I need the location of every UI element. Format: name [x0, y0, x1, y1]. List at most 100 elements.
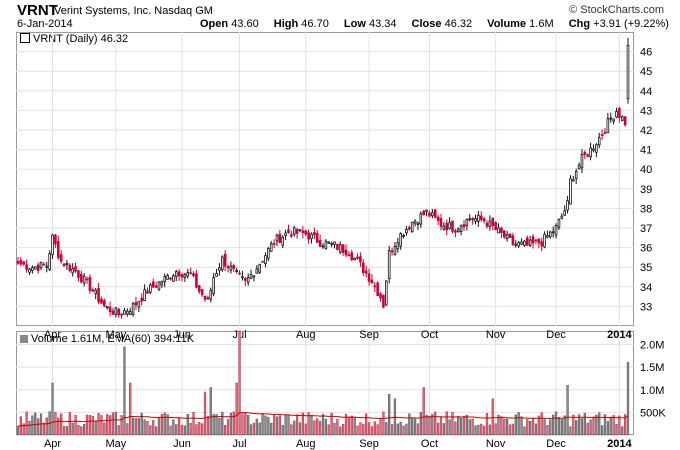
price-candle — [543, 233, 546, 248]
volume-bar — [598, 412, 601, 436]
price-candle — [364, 270, 368, 274]
price-candle — [183, 273, 187, 278]
volume-bar — [163, 412, 166, 436]
price-candle — [606, 118, 610, 134]
price-candle — [232, 265, 236, 269]
price-candle — [85, 278, 89, 281]
close-value: 46.32 — [444, 18, 473, 30]
price-tick-label: 40 — [640, 164, 652, 176]
volume-bar — [497, 414, 500, 436]
month-tick-label: 2014 — [607, 438, 632, 450]
volume-bar — [198, 422, 201, 436]
price-candle — [612, 118, 615, 122]
price-candle — [520, 241, 523, 245]
price-candle — [206, 297, 210, 300]
volume-bar — [209, 387, 212, 436]
volume-bar — [270, 422, 273, 436]
month-tick-label: Oct — [421, 438, 438, 450]
price-candle — [557, 218, 561, 228]
price-candle — [315, 233, 319, 243]
price-candle — [405, 228, 408, 234]
volume-bar — [252, 422, 256, 436]
price-candle — [586, 154, 590, 157]
price-candle — [385, 280, 388, 306]
volume-bar — [411, 418, 414, 436]
price-candle — [419, 213, 423, 225]
volume-bar — [77, 425, 80, 436]
volume-bar — [612, 415, 615, 436]
copyright-link[interactable]: © StockCharts.com — [569, 4, 664, 16]
volume-bar — [278, 415, 281, 436]
price-candle — [566, 200, 569, 211]
volume-bar — [373, 421, 376, 436]
volume-bar — [91, 415, 94, 436]
price-candle — [321, 245, 325, 248]
price-candle — [120, 313, 123, 316]
volume-bar — [583, 412, 586, 436]
price-candle — [33, 266, 37, 270]
high-label: High — [273, 18, 299, 30]
volume-bar — [152, 420, 155, 436]
volume-bar — [488, 424, 492, 436]
price-candle — [445, 222, 449, 231]
volume-bar — [431, 413, 434, 436]
price-candle — [238, 272, 241, 275]
quote-date: 6-Jan-2014 — [17, 18, 73, 30]
price-candle — [163, 276, 167, 283]
volume-bar — [531, 417, 535, 436]
volume-bar — [247, 415, 250, 436]
volume-bar — [341, 424, 345, 436]
volume-bar — [468, 419, 471, 436]
volume-bar — [442, 423, 445, 436]
price-candle — [264, 255, 267, 265]
price-candle — [471, 217, 474, 221]
volume-bar — [80, 426, 83, 436]
price-candle — [448, 222, 451, 229]
volume-legend-text: Volume 1.61M, EMA(60) 394.11K — [31, 333, 195, 345]
volume-bar — [514, 414, 517, 436]
volume-bar — [350, 415, 353, 436]
volume-bar — [462, 415, 466, 436]
volume-bar — [603, 414, 607, 436]
volume-bar — [382, 411, 385, 436]
volume-bar — [22, 423, 25, 436]
month-tick-label: Jun — [173, 438, 191, 450]
volume-bar — [356, 425, 359, 436]
price-candle — [146, 290, 149, 294]
price-candle — [410, 221, 414, 233]
price-candle — [301, 230, 305, 234]
price-candle — [626, 44, 630, 100]
volume-bar — [166, 414, 169, 436]
month-tick-label: Oct — [421, 329, 438, 341]
price-candle — [278, 233, 282, 244]
volume-bar — [448, 419, 451, 436]
volume-tick-label: 1.0M — [640, 385, 664, 397]
price-candle — [180, 274, 184, 278]
price-candle — [45, 265, 49, 268]
price-candle — [485, 222, 489, 227]
price-candle — [454, 230, 457, 233]
volume-bar — [480, 423, 483, 436]
volume-bar — [34, 412, 37, 436]
price-candle — [252, 275, 256, 278]
price-candle — [350, 252, 354, 261]
volume-bar — [229, 412, 233, 436]
volume-bar — [28, 420, 31, 436]
price-candle — [569, 178, 572, 205]
high-value: 46.70 — [301, 18, 329, 30]
volume-bar — [503, 418, 506, 436]
volume-bar — [511, 423, 515, 436]
price-candle — [197, 285, 201, 292]
price-candle — [387, 250, 391, 279]
volume-bar — [120, 415, 123, 436]
volume-bar — [65, 426, 69, 436]
volume-bar — [416, 423, 420, 436]
volume-bar — [586, 422, 589, 436]
month-tick-label: Nov — [486, 438, 506, 450]
month-tick-label: Dec — [546, 438, 566, 450]
price-candle — [356, 256, 359, 259]
price-candle — [246, 277, 250, 283]
open-label: Open — [200, 18, 229, 30]
volume-bar — [379, 418, 382, 436]
volume-bar — [623, 414, 627, 436]
